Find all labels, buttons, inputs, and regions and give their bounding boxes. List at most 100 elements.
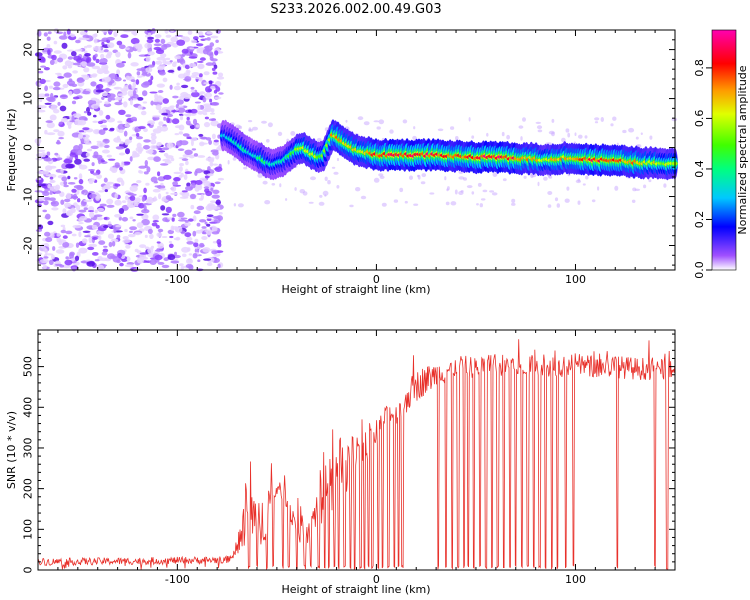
noise-cell — [37, 196, 45, 202]
noise-cell — [141, 219, 150, 226]
noise-cell — [547, 204, 552, 208]
noise-cell — [88, 236, 93, 243]
noise-cell — [192, 230, 197, 237]
noise-cell — [117, 252, 123, 258]
noise-cell — [45, 165, 53, 171]
noise-cell — [136, 180, 142, 184]
noise-cell — [40, 170, 50, 175]
noise-cell — [70, 33, 76, 38]
snr-x-axis-title: Height of straight line (km) — [281, 583, 430, 596]
noise-cell — [165, 206, 172, 214]
noise-cell — [204, 92, 213, 98]
noise-cell — [157, 261, 165, 265]
noise-cell — [211, 206, 221, 210]
noise-cell — [98, 235, 102, 241]
noise-cell — [566, 186, 570, 191]
noise-cell — [63, 72, 72, 78]
y-tick-label: 0 — [22, 567, 35, 574]
noise-cell — [184, 221, 191, 227]
noise-cell — [124, 264, 134, 268]
noise-cell — [132, 150, 138, 155]
noise-cell — [187, 30, 193, 35]
noise-cell — [71, 51, 77, 57]
noise-cell — [130, 79, 136, 82]
noise-cell — [207, 262, 213, 267]
noise-cell — [153, 156, 161, 162]
noise-cell — [120, 161, 125, 168]
noise-cell — [64, 60, 72, 67]
noise-cell — [103, 217, 108, 220]
noise-cell — [128, 204, 136, 208]
noise-cell — [212, 241, 218, 244]
noise-cell — [118, 208, 125, 214]
noise-cell — [131, 185, 139, 188]
noise-cell — [171, 186, 177, 192]
noise-cell — [491, 192, 498, 196]
noise-cell — [402, 119, 408, 124]
noise-cell — [118, 216, 122, 221]
noise-cell — [121, 200, 127, 204]
noise-cell — [210, 108, 215, 113]
noise-cell — [136, 71, 141, 76]
noise-cell — [83, 110, 88, 114]
noise-cell — [458, 191, 464, 195]
noise-cell — [86, 44, 92, 48]
noise-cell — [57, 76, 65, 79]
noise-cell — [189, 124, 196, 130]
noise-cell — [96, 68, 104, 75]
noise-cell — [113, 31, 118, 37]
noise-cell — [186, 241, 194, 245]
noise-cell — [77, 119, 87, 126]
noise-cell — [72, 88, 81, 95]
noise-cell — [444, 176, 447, 181]
noise-cell — [120, 34, 129, 38]
noise-cell — [416, 174, 420, 178]
noise-cell — [174, 133, 180, 136]
noise-cell — [45, 213, 51, 220]
noise-cell — [186, 236, 193, 242]
snr-ticks: -100 0 100 0 100 200 300 400 500 — [22, 330, 676, 586]
colorbar-tick-label: 0.2 — [693, 211, 706, 229]
noise-cell — [210, 120, 219, 127]
noise-cell — [193, 242, 199, 248]
noise-cell — [71, 233, 77, 237]
noise-cell — [84, 50, 88, 54]
noise-cell — [195, 180, 203, 185]
noise-cell — [166, 113, 174, 118]
noise-cell — [103, 177, 108, 183]
noise-cell — [181, 190, 188, 193]
noise-cell — [501, 131, 505, 137]
noise-cell — [71, 188, 77, 193]
noise-cell — [206, 229, 212, 235]
noise-cell — [133, 199, 138, 205]
noise-cell — [68, 90, 73, 96]
x-tick-label: 0 — [373, 573, 380, 586]
noise-cell — [357, 116, 364, 121]
noise-cell — [154, 254, 163, 261]
noise-cell — [61, 42, 68, 49]
noise-cell — [458, 176, 465, 180]
noise-cell — [170, 192, 178, 195]
noise-cell — [161, 236, 168, 238]
noise-cell — [119, 262, 124, 267]
noise-cell — [147, 32, 152, 38]
noise-cell — [158, 150, 166, 153]
y-tick-label: 500 — [22, 356, 35, 377]
noise-cell — [121, 217, 128, 222]
noise-cell — [84, 235, 91, 238]
noise-cell — [211, 250, 218, 255]
noise-cell — [83, 207, 89, 211]
noise-cell — [65, 256, 69, 260]
noise-cell — [38, 246, 47, 252]
noise-cell — [78, 209, 87, 213]
noise-cell — [113, 227, 117, 234]
noise-cell — [349, 204, 354, 208]
noise-cell — [210, 112, 215, 115]
noise-cell — [123, 101, 128, 108]
y-tick-label: 400 — [22, 397, 35, 418]
noise-cell — [121, 258, 128, 262]
noise-cell — [316, 137, 322, 142]
noise-cell — [327, 180, 331, 185]
noise-cell — [114, 183, 121, 187]
noise-cell — [182, 253, 187, 258]
